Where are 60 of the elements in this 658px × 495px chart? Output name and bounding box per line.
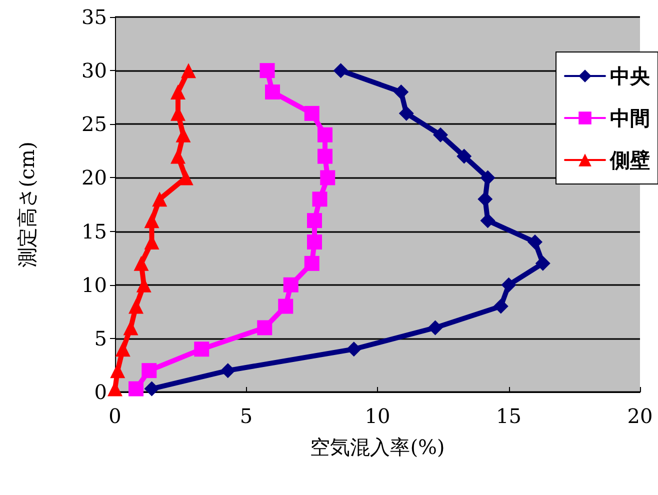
legend-label: 中間 <box>610 106 650 130</box>
y-tick-label: 25 <box>82 112 107 136</box>
legend-label: 中央 <box>610 64 651 88</box>
point <box>333 63 348 78</box>
point <box>144 381 160 396</box>
x-axis-title: 空気混入率(%) <box>310 435 445 459</box>
point <box>283 277 298 292</box>
point <box>528 234 542 250</box>
y-tick-label: 20 <box>82 166 107 190</box>
point <box>128 381 144 396</box>
point <box>535 256 550 271</box>
x-tick-label: 15 <box>496 404 522 428</box>
point <box>307 234 322 250</box>
point <box>307 213 322 228</box>
x-tick-label: 0 <box>108 404 122 428</box>
point <box>480 170 496 186</box>
point <box>346 342 362 357</box>
point <box>260 63 275 78</box>
point <box>176 127 191 142</box>
point <box>394 84 409 100</box>
point <box>320 170 336 186</box>
point <box>428 320 443 336</box>
y-tick-label: 15 <box>82 219 107 244</box>
x-tick-label: 20 <box>627 404 653 428</box>
point <box>134 256 149 271</box>
point <box>278 298 294 314</box>
point <box>152 192 168 207</box>
x-tick-label: 10 <box>364 404 390 428</box>
point <box>312 192 328 207</box>
point <box>398 106 414 121</box>
point <box>493 298 508 314</box>
point <box>181 63 196 78</box>
point <box>304 256 320 271</box>
y-axis-title: 測定高さ(cm) <box>15 142 39 268</box>
point <box>478 192 493 207</box>
point <box>170 84 186 100</box>
point <box>144 213 160 228</box>
point <box>433 127 448 142</box>
x-tick-label: 5 <box>240 404 253 428</box>
point <box>220 363 236 378</box>
point <box>480 213 496 228</box>
point <box>142 363 157 378</box>
point <box>456 148 472 164</box>
y-tick-label: 35 <box>82 5 107 29</box>
point <box>194 342 210 357</box>
point <box>265 84 280 100</box>
y-tick-label: 5 <box>94 326 107 350</box>
point <box>318 127 332 142</box>
point <box>128 298 144 314</box>
point <box>257 320 272 336</box>
point <box>115 342 130 357</box>
point <box>178 170 194 186</box>
y-tick-label: 0 <box>94 380 107 404</box>
y-tick-label: 10 <box>82 272 107 297</box>
point <box>501 277 516 292</box>
point <box>318 148 332 164</box>
legend-label: 側壁 <box>609 148 650 172</box>
y-tick-label: 30 <box>82 58 107 83</box>
point <box>304 106 320 121</box>
point <box>170 148 186 164</box>
